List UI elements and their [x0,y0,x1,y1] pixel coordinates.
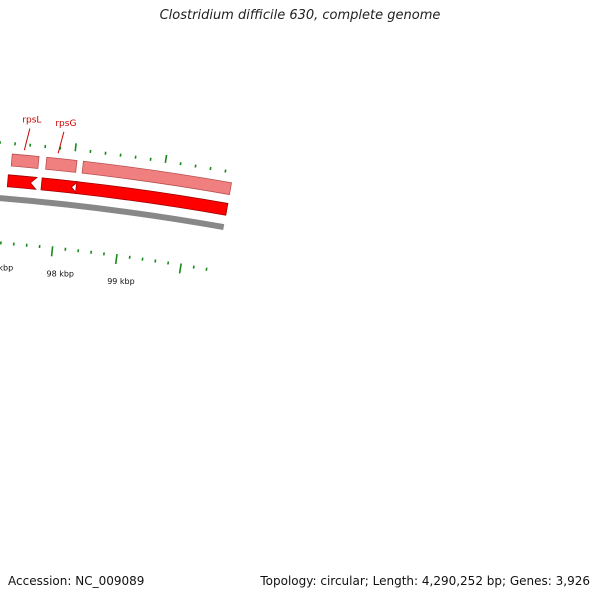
gene-segment-pink [81,160,232,196]
outer-tick-ring [0,141,227,173]
gene-leader-line [57,131,65,154]
scale-label: 98 kbp [47,269,75,278]
cds-arrow [75,181,229,216]
tick-mark [224,169,227,173]
inner-tick-ring [0,241,208,274]
tick-mark [50,246,54,257]
tick-mark [178,263,182,274]
gene-segment-pink [45,156,78,173]
map-title: Clostridium difficile 630, complete geno… [159,8,441,23]
tick-mark [205,267,208,271]
tick-mark [164,154,168,164]
tick-mark [74,143,77,152]
backbone-ring [0,195,225,231]
tick-mark [114,253,118,265]
scale-labels: 91 kbp92 kbp93 kbp94 kbp95 kbp96 kbp97 k… [0,263,135,286]
feature-tracks [0,153,232,231]
scale-label: 97 kbp [0,263,13,272]
cds-arrow [6,174,39,190]
accession-text: Accession: NC_009089 [8,574,145,588]
gene-label-rpsg: rpsG [55,119,76,129]
gene-labels: rpoBrpoCrpsLrpsG [22,116,76,154]
scale-label: 99 kbp [107,277,135,286]
gene-segment-pink [10,153,40,169]
topology-summary: Topology: circular; Length: 4,290,252 bp… [260,574,590,588]
gene-label-rpsl: rpsL [22,116,41,126]
gene-leader-line [23,128,31,151]
cds-arrow [40,177,80,195]
